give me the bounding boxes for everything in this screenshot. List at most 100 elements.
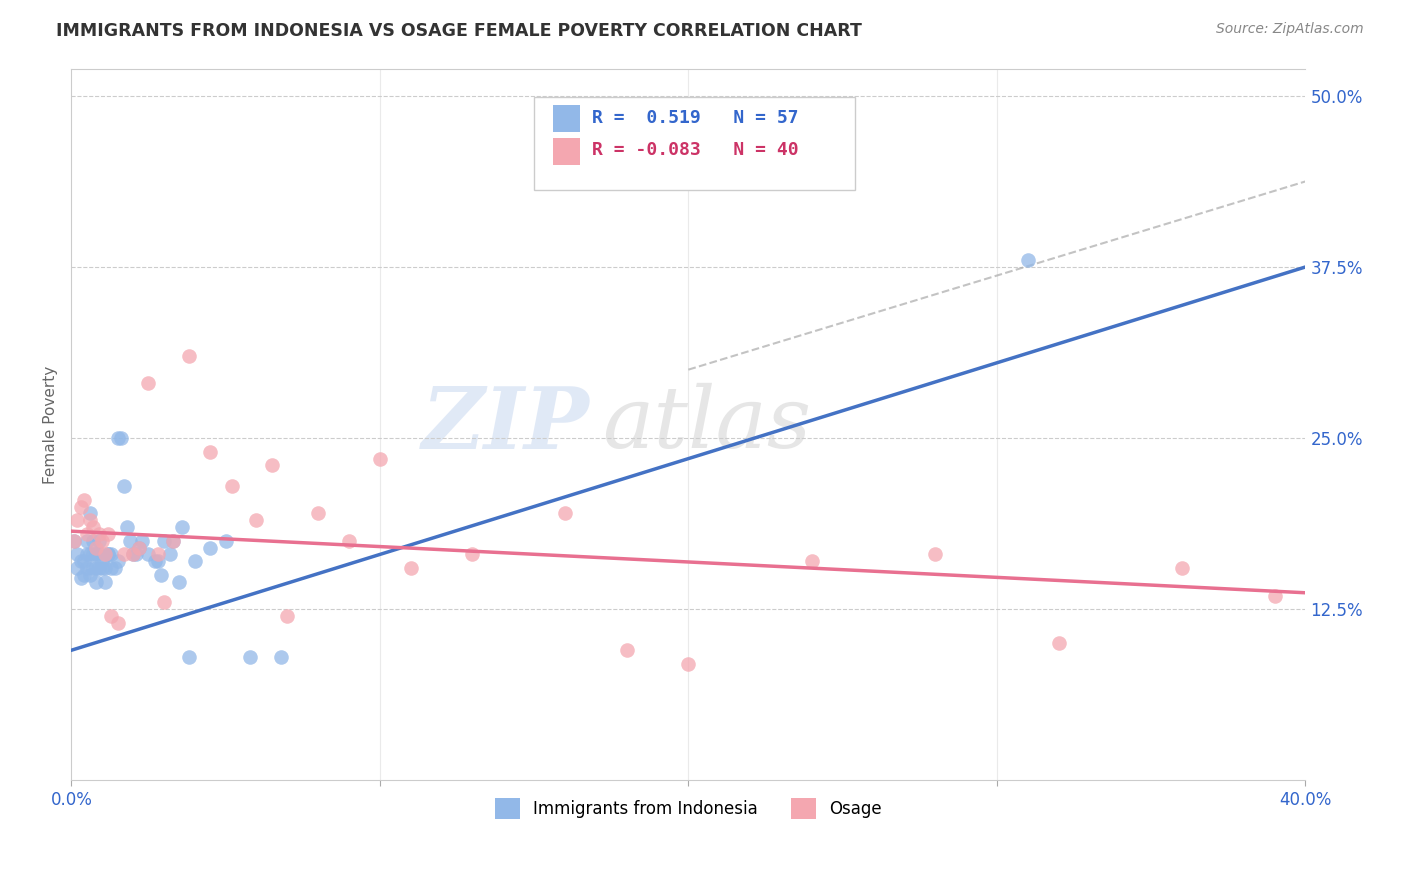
- Text: R =  0.519   N = 57: R = 0.519 N = 57: [592, 109, 799, 127]
- Point: [143, 554, 166, 568]
- Point: [177, 650, 200, 665]
- Point: [107, 431, 129, 445]
- Point: [131, 533, 153, 548]
- Point: [72, 568, 94, 582]
- Point: [94, 574, 117, 589]
- Y-axis label: Female Poverty: Female Poverty: [44, 366, 58, 483]
- Point: [97, 548, 120, 562]
- FancyBboxPatch shape: [553, 137, 579, 165]
- Point: [122, 548, 145, 562]
- Point: [159, 548, 181, 562]
- Point: [100, 548, 122, 562]
- Point: [110, 431, 132, 445]
- Point: [122, 548, 145, 562]
- Point: [1017, 253, 1039, 268]
- Point: [138, 548, 160, 562]
- Point: [63, 533, 86, 548]
- Point: [146, 548, 169, 562]
- Point: [128, 541, 150, 555]
- Point: [153, 595, 176, 609]
- Point: [79, 513, 101, 527]
- Point: [97, 548, 120, 562]
- Point: [82, 520, 104, 534]
- Point: [76, 527, 98, 541]
- Point: [87, 548, 110, 562]
- Point: [72, 554, 94, 568]
- Point: [107, 615, 129, 630]
- Point: [221, 479, 243, 493]
- Point: [91, 554, 114, 568]
- Point: [112, 479, 135, 493]
- Point: [94, 561, 117, 575]
- Point: [368, 451, 391, 466]
- Point: [1171, 561, 1194, 575]
- Point: [924, 548, 946, 562]
- Point: [554, 507, 576, 521]
- Point: [1047, 636, 1070, 650]
- Point: [79, 507, 101, 521]
- Point: [94, 548, 117, 562]
- Point: [149, 568, 172, 582]
- Point: [162, 533, 184, 548]
- Point: [91, 533, 114, 548]
- Point: [800, 554, 823, 568]
- Point: [112, 548, 135, 562]
- Point: [76, 533, 98, 548]
- Point: [87, 561, 110, 575]
- Point: [270, 650, 292, 665]
- Point: [91, 561, 114, 575]
- Point: [84, 561, 107, 575]
- Text: R = -0.083   N = 40: R = -0.083 N = 40: [592, 141, 799, 160]
- Point: [82, 548, 104, 562]
- Point: [125, 548, 148, 562]
- Point: [307, 507, 329, 521]
- Point: [103, 561, 125, 575]
- Point: [337, 533, 360, 548]
- Point: [76, 561, 98, 575]
- Point: [100, 609, 122, 624]
- FancyBboxPatch shape: [553, 105, 579, 132]
- Point: [162, 533, 184, 548]
- Point: [69, 571, 91, 585]
- Point: [72, 492, 94, 507]
- Point: [87, 533, 110, 548]
- FancyBboxPatch shape: [534, 97, 855, 189]
- Point: [169, 574, 191, 589]
- Text: ZIP: ZIP: [422, 383, 589, 467]
- Point: [198, 444, 221, 458]
- Text: Source: ZipAtlas.com: Source: ZipAtlas.com: [1216, 22, 1364, 37]
- Point: [153, 533, 176, 548]
- Point: [63, 533, 86, 548]
- Point: [84, 541, 107, 555]
- Point: [1264, 589, 1286, 603]
- Point: [79, 548, 101, 562]
- Point: [66, 561, 89, 575]
- Point: [82, 561, 104, 575]
- Point: [172, 520, 194, 534]
- Point: [87, 527, 110, 541]
- Point: [276, 609, 298, 624]
- Legend: Immigrants from Indonesia, Osage: Immigrants from Indonesia, Osage: [488, 792, 889, 825]
- Point: [399, 561, 422, 575]
- Point: [100, 561, 122, 575]
- Point: [138, 376, 160, 391]
- Point: [97, 527, 120, 541]
- Point: [118, 533, 141, 548]
- Point: [128, 541, 150, 555]
- Point: [461, 548, 484, 562]
- Point: [79, 568, 101, 582]
- Point: [107, 554, 129, 568]
- Point: [245, 513, 267, 527]
- Point: [82, 533, 104, 548]
- Text: IMMIGRANTS FROM INDONESIA VS OSAGE FEMALE POVERTY CORRELATION CHART: IMMIGRANTS FROM INDONESIA VS OSAGE FEMAL…: [56, 22, 862, 40]
- Point: [146, 554, 169, 568]
- Point: [115, 520, 138, 534]
- Point: [69, 554, 91, 568]
- Point: [198, 541, 221, 555]
- Point: [678, 657, 700, 671]
- Point: [260, 458, 283, 473]
- Point: [76, 548, 98, 562]
- Point: [239, 650, 262, 665]
- Point: [69, 500, 91, 514]
- Point: [177, 349, 200, 363]
